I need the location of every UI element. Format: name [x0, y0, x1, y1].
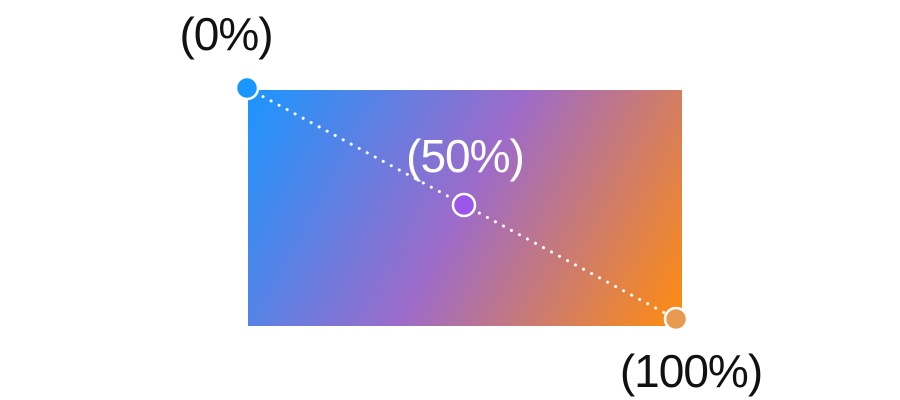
stop-label-mid: (50%): [406, 130, 524, 182]
gradient-handle-start[interactable]: [234, 75, 260, 101]
gradient-guide-line: [245, 86, 678, 321]
gradient-handle-end[interactable]: [663, 306, 689, 332]
stop-label-end: (100%): [620, 345, 762, 397]
stop-label-start: (0%): [179, 8, 272, 60]
gradient-handle-mid[interactable]: [451, 192, 477, 218]
